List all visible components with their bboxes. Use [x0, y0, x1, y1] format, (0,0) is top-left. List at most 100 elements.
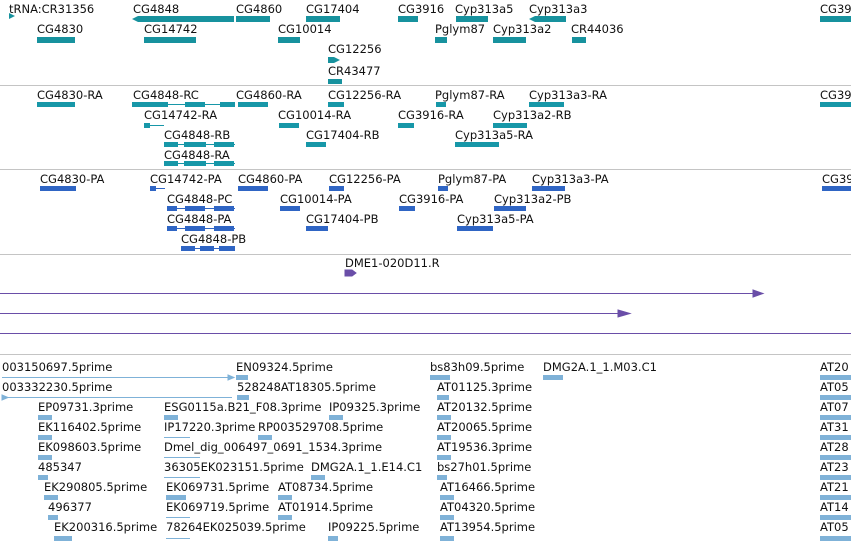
transcripts-feature-label[interactable]: Cyp313a3-RA: [529, 88, 607, 102]
genes-feature-label[interactable]: CG39: [820, 2, 851, 16]
ests-feature-label[interactable]: AT14: [820, 500, 849, 514]
ests-feature-label[interactable]: 36305EK023151.5prime: [164, 460, 304, 474]
ests-feature-label[interactable]: EK069719.5prime: [166, 500, 270, 514]
ests-feature-label[interactable]: AT21: [820, 480, 849, 494]
ests-feature-label[interactable]: ESG0115a.B21_F08.3prime: [164, 400, 322, 414]
transcripts-feature-label[interactable]: CG17404-RB: [306, 128, 380, 142]
gene-glyphs: [9, 13, 851, 84]
transcripts-feature-label[interactable]: CG3916-RA: [398, 108, 464, 122]
track-separator-proteins: [0, 254, 851, 255]
proteins-feature-label[interactable]: CG4848-PB: [181, 232, 247, 246]
proteins-feature-label[interactable]: CG10014-PA: [280, 192, 352, 206]
ests-feature-label[interactable]: AT19536.3prime: [437, 440, 533, 454]
ests-feature-label[interactable]: EK200316.5prime: [54, 520, 158, 534]
transcripts-feature-label[interactable]: CG4848-RC: [133, 88, 199, 102]
proteins-feature-label[interactable]: CG17404-PB: [306, 212, 379, 226]
ests-feature-label[interactable]: AT04320.5prime: [440, 500, 536, 514]
ests-feature-label[interactable]: AT01914.5prime: [278, 500, 374, 514]
ests-feature-label[interactable]: 78264EK025039.5prime: [166, 520, 306, 534]
transcripts-feature-label[interactable]: Cyp313a2-RB: [493, 108, 572, 122]
ests-feature-label[interactable]: EN09324.5prime: [236, 360, 333, 374]
genes-feature-label[interactable]: CG4830: [37, 22, 84, 36]
proteins-feature-label[interactable]: CG39: [822, 172, 851, 186]
genes-feature-label[interactable]: CG3916: [398, 2, 445, 16]
proteins-feature-label[interactable]: CG3916-PA: [399, 192, 464, 206]
protein-glyphs: [40, 186, 851, 251]
proteins-feature-label[interactable]: CG12256-PA: [329, 172, 401, 186]
est-glyphs: [1, 374, 851, 541]
genes-feature-label[interactable]: CG17404: [306, 2, 360, 16]
transcripts-feature-label[interactable]: CG4848-RB: [164, 128, 231, 142]
genes-feature-label[interactable]: CG4860: [236, 2, 283, 16]
genes-feature-label[interactable]: CG14742: [144, 22, 198, 36]
proteins-feature-label[interactable]: Cyp313a3-PA: [532, 172, 609, 186]
transcripts-feature-label[interactable]: Pglym87-RA: [435, 88, 505, 102]
proteins-feature-label[interactable]: Cyp313a5-PA: [457, 212, 534, 226]
proteins-feature-label[interactable]: CG4860-PA: [238, 172, 303, 186]
proteins-feature-label[interactable]: CG4848-PA: [167, 212, 232, 226]
ests-feature-label[interactable]: 496377: [48, 500, 92, 514]
ests-feature-label[interactable]: AT20132.5prime: [437, 400, 533, 414]
ests-feature-label[interactable]: AT05: [820, 520, 849, 534]
ests-feature-label[interactable]: AT01125.3prime: [437, 380, 533, 394]
track-separator-genes: [0, 85, 851, 86]
ests-feature-label[interactable]: 485347: [38, 460, 82, 474]
proteins-feature-label[interactable]: CG14742-PA: [150, 172, 222, 186]
ests-feature-label[interactable]: EK098603.5prime: [38, 440, 142, 454]
genes-feature-label[interactable]: Pglym87: [435, 22, 486, 36]
ests-feature-label[interactable]: AT07: [820, 400, 849, 414]
ests-feature-label[interactable]: RP003529708.5prime: [258, 420, 384, 434]
ests-feature-label[interactable]: AT31: [820, 420, 849, 434]
ests-feature-label[interactable]: AT23: [820, 460, 849, 474]
ests-feature-label[interactable]: AT20065.5prime: [437, 420, 533, 434]
transcripts-feature-label[interactable]: CG14742-RA: [144, 108, 218, 122]
transcripts-feature-label[interactable]: CG39: [820, 88, 851, 102]
proteins-feature-label[interactable]: Cyp313a2-PB: [494, 192, 572, 206]
transcripts-feature-label[interactable]: CG4860-RA: [236, 88, 302, 102]
ests-feature-label[interactable]: IP09325.3prime: [329, 400, 421, 414]
genes-feature-label[interactable]: CR43477: [328, 64, 381, 78]
ests-feature-label[interactable]: AT05: [820, 380, 849, 394]
ests-feature-label[interactable]: Dmel_dig_006497_0691_1534.3prime: [164, 440, 383, 454]
transcripts-feature-label[interactable]: CG12256-RA: [328, 88, 402, 102]
ests-feature-label[interactable]: AT16466.5prime: [440, 480, 536, 494]
ests-feature-label[interactable]: EK069731.5prime: [166, 480, 270, 494]
transcripts-feature-label[interactable]: CG10014-RA: [278, 108, 352, 122]
ests-feature-label[interactable]: 528248AT18305.5prime: [237, 380, 376, 394]
clones-feature-label[interactable]: DME1-020D11.R: [345, 256, 440, 270]
ests-feature-label[interactable]: IP09225.5prime: [328, 520, 420, 534]
transcript-glyphs: [37, 102, 851, 166]
ests-feature-label[interactable]: 003332230.5prime: [2, 380, 113, 394]
ests-feature-label[interactable]: IP17220.3prime: [164, 420, 256, 434]
proteins-feature-label[interactable]: Pglym87-PA: [438, 172, 507, 186]
ests-feature-label[interactable]: AT28: [820, 440, 849, 454]
ests-feature-label[interactable]: DMG2A.1_1.E14.C1: [311, 460, 423, 474]
genes-feature-label[interactable]: Cyp313a2: [493, 22, 552, 36]
ests-feature-label[interactable]: EK290805.5prime: [44, 480, 148, 494]
ests-feature-label[interactable]: EP09731.3prime: [38, 400, 134, 414]
clone-glyphs: [0, 269, 851, 334]
ests-feature-label[interactable]: AT20: [820, 360, 849, 374]
genes-feature-label[interactable]: CG10014: [278, 22, 332, 36]
track-separator-clones: [0, 354, 851, 355]
transcripts-feature-label[interactable]: CG4830-RA: [37, 88, 103, 102]
ests-feature-label[interactable]: bs27h01.5prime: [437, 460, 532, 474]
genes-feature-label[interactable]: tRNA:CR31356: [9, 2, 95, 16]
ests-feature-label[interactable]: 003150697.5prime: [2, 360, 113, 374]
genes-feature-label[interactable]: CR44036: [571, 22, 624, 36]
genes-feature-label[interactable]: Cyp313a5: [455, 2, 514, 16]
transcripts-feature-label[interactable]: CG4848-RA: [164, 148, 230, 162]
ests-feature-label[interactable]: DMG2A.1_1.M03.C1: [543, 360, 657, 374]
transcripts-feature-label[interactable]: Cyp313a5-RA: [455, 128, 533, 142]
track-separator-transcripts: [0, 169, 851, 170]
genes-feature-label[interactable]: Cyp313a3: [529, 2, 588, 16]
proteins-feature-label[interactable]: CG4830-PA: [40, 172, 105, 186]
ests-feature-label[interactable]: EK116402.5prime: [38, 420, 142, 434]
genes-feature-label[interactable]: CG12256: [328, 42, 382, 56]
proteins-feature-label[interactable]: CG4848-PC: [167, 192, 233, 206]
ests-feature-label[interactable]: AT08734.5prime: [278, 480, 374, 494]
ests-feature-label[interactable]: bs83h09.5prime: [430, 360, 525, 374]
genes-feature-label[interactable]: CG4848: [133, 2, 180, 16]
ests-feature-label[interactable]: AT13954.5prime: [440, 520, 536, 534]
